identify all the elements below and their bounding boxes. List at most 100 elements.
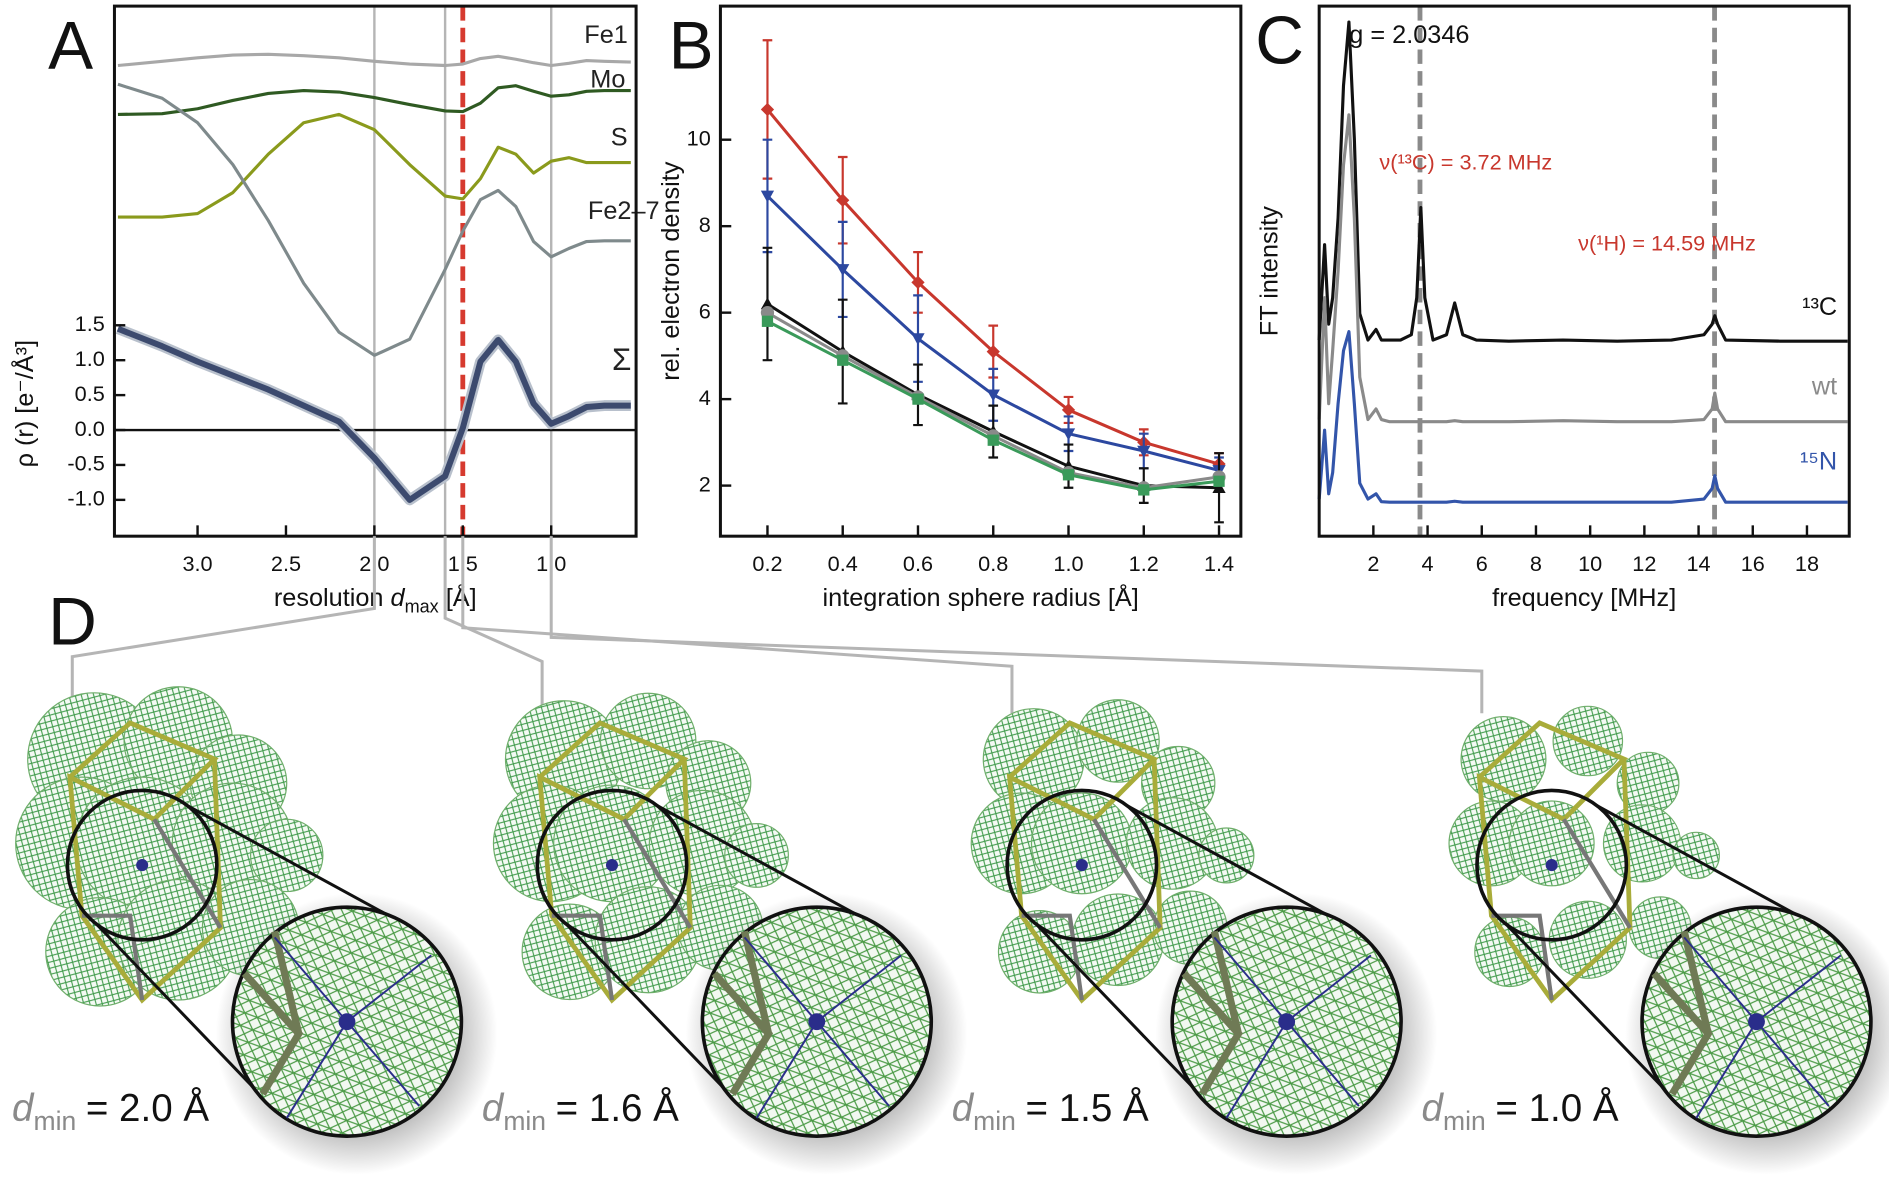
cluster-bonds — [1476, 720, 1633, 1004]
density-mesh — [1030, 792, 1133, 895]
y-tick-label: 8 — [699, 212, 711, 237]
marker — [911, 275, 925, 290]
x-tick-label: 2 — [1367, 551, 1379, 576]
resolution-subscript: min — [973, 1106, 1016, 1136]
resolution-symbol: d — [12, 1087, 35, 1130]
annotation: ν(¹³C) = 3.72 MHz — [1379, 150, 1552, 175]
x-tick-label: 0.8 — [978, 551, 1008, 576]
marker — [1062, 469, 1075, 481]
resolution-label: dmin = 1.6 Å — [482, 1086, 679, 1136]
zoom-lens — [1475, 788, 1629, 942]
structure-rendering: dmin = 2.0 Å — [12, 536, 498, 1175]
series-line — [117, 84, 631, 116]
cluster-bonds — [1006, 720, 1163, 1004]
series-label: ¹⁵N — [1800, 447, 1837, 475]
zoom-lens — [65, 788, 219, 942]
series-label: Fe2–7 — [588, 197, 660, 225]
central-atom — [1748, 1013, 1765, 1031]
x-tick-label: 8 — [1530, 551, 1542, 576]
x-axis-label-part: resolution — [274, 584, 391, 612]
series-label: S — [611, 123, 628, 151]
marker — [760, 190, 775, 203]
resolution-label: dmin = 2.0 Å — [12, 1086, 209, 1136]
marker — [986, 344, 1000, 359]
zoom-bonds — [1181, 930, 1243, 1096]
marker — [760, 102, 775, 117]
x-tick-label: 10 — [1578, 551, 1602, 576]
structure-rendering: dmin = 1.6 Å — [443, 536, 968, 1175]
density-mesh — [249, 818, 324, 893]
connector-line — [443, 536, 544, 714]
cluster-bonds — [67, 720, 223, 1004]
y-tick-label: -0.5 — [67, 451, 104, 476]
resolution-label: dmin = 1.0 Å — [1422, 1086, 1619, 1136]
zoom-bonds — [241, 930, 304, 1096]
x-axis-label-part: frequency [MHz] — [1492, 584, 1676, 612]
series-line — [1317, 20, 1848, 343]
marker — [1061, 428, 1076, 441]
x-tick-label: 0.2 — [752, 551, 782, 576]
x-tick-label: 0.6 — [903, 551, 933, 576]
central-atom — [605, 859, 619, 872]
series-line — [1317, 330, 1848, 504]
central-atom — [136, 859, 149, 872]
annotation: g = 2.0346 — [1349, 21, 1469, 49]
x-axis-label-part: max — [405, 596, 439, 616]
density-mesh — [724, 823, 789, 888]
resolution-value: = 1.6 Å — [556, 1086, 680, 1130]
marker — [1213, 475, 1225, 487]
central-atom — [1075, 859, 1088, 872]
series-line — [117, 52, 631, 68]
y-tick-label: 4 — [699, 385, 711, 410]
resolution-symbol: d — [1422, 1087, 1445, 1130]
resolution-value: = 2.0 Å — [86, 1086, 210, 1130]
resolution-value: = 1.0 Å — [1495, 1086, 1619, 1130]
marker — [1138, 484, 1150, 496]
marker — [912, 393, 924, 405]
series-line — [117, 112, 631, 219]
y-axis-label: FT intensity — [1256, 206, 1284, 337]
marker — [1061, 403, 1076, 417]
marker — [761, 315, 774, 327]
x-tick-label: 14 — [1687, 551, 1711, 576]
y-tick-label: 10 — [687, 125, 711, 150]
x-tick-label: 1.0 — [1053, 551, 1083, 576]
cluster-bonds — [551, 818, 693, 1001]
zoom-lens — [535, 788, 689, 942]
y-tick-label: 0.5 — [75, 381, 105, 406]
marker — [1137, 445, 1151, 458]
x-axis-label-part: integration sphere radius [Å] — [823, 582, 1139, 612]
x-tick-label: 1.2 — [1129, 551, 1159, 576]
density-mesh — [1198, 827, 1255, 884]
panel-label: D — [48, 584, 97, 659]
panel-label: A — [48, 8, 93, 83]
marker — [911, 333, 925, 346]
structure-rendering: dmin = 1.5 Å — [461, 536, 1438, 1175]
x-tick-label: 4 — [1422, 551, 1434, 576]
series-label: Mo — [590, 65, 625, 93]
density-mesh — [1672, 831, 1720, 880]
y-tick-label: -1.0 — [67, 486, 104, 511]
central-atom-bonds — [273, 936, 432, 1119]
central-atom-bonds — [1683, 936, 1842, 1119]
marker — [1212, 481, 1226, 494]
resolution-symbol: d — [482, 1087, 505, 1130]
resolution-subscript: min — [34, 1106, 77, 1136]
series-label: ¹³C — [1802, 293, 1837, 321]
x-tick-label: 1.4 — [1204, 551, 1234, 576]
structure-rendering: d min = 1.0 Å — [549, 536, 1889, 1175]
annotation: ν(¹H) = 14.59 MHz — [1578, 230, 1756, 255]
x-tick-label: 16 — [1741, 551, 1765, 576]
series-label: Σ — [612, 342, 631, 377]
y-tick-label: 2 — [699, 471, 711, 496]
x-axis-label-part: d — [391, 584, 406, 612]
x-tick-label: 18 — [1795, 551, 1819, 576]
cluster-bonds — [81, 818, 223, 1001]
cluster-bonds — [536, 720, 693, 1004]
x-axis-label: integration sphere radius [Å] — [823, 582, 1139, 612]
central-atom — [1545, 859, 1558, 872]
connector-line — [549, 536, 1484, 714]
y-tick-label: 6 — [699, 298, 711, 323]
